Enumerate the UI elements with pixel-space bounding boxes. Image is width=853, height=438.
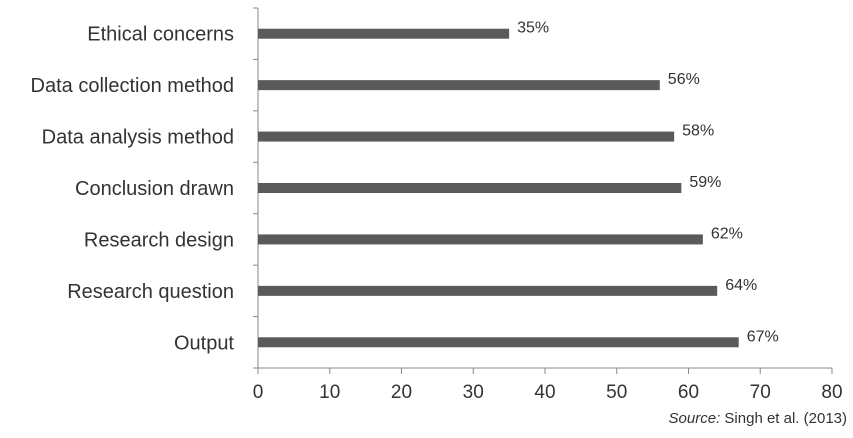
category-label: Ethical concerns (87, 24, 234, 46)
x-tick-label: 70 (750, 382, 771, 403)
x-tick-label: 80 (821, 382, 842, 403)
source-note: Source: Singh et al. (2013) (669, 410, 847, 427)
category-label: Research design (84, 229, 234, 251)
value-label: 67% (747, 328, 779, 345)
category-label: Data collection method (31, 75, 234, 97)
category-label: Data analysis method (42, 127, 234, 149)
x-tick-label: 10 (319, 382, 340, 403)
source-prefix: Source: (668, 410, 721, 427)
value-label: 62% (711, 225, 743, 242)
bar (258, 28, 510, 39)
bar (258, 183, 682, 193)
category-label: Output (174, 332, 234, 354)
bar (258, 131, 675, 142)
x-tick-label: 60 (678, 382, 699, 403)
bar (258, 80, 660, 91)
value-label: 58% (682, 123, 714, 140)
x-tick-label: 20 (391, 382, 412, 403)
bar (258, 234, 703, 245)
bars (258, 28, 739, 348)
category-label: Conclusion drawn (75, 178, 234, 200)
value-label: 56% (668, 71, 700, 88)
labels: 0 10 20 30 40 50 60 70 80 Ethical concerns 35% Data… (31, 20, 843, 403)
x-tick-label: 40 (534, 382, 555, 403)
x-tick-label: 30 (463, 382, 484, 403)
category-label: Research question (67, 281, 234, 303)
bar (258, 285, 718, 296)
bar (258, 337, 739, 348)
source-text: Singh et al. (2013) (724, 410, 847, 427)
value-label: 59% (689, 174, 721, 191)
x-tick-label: 50 (606, 382, 627, 403)
value-label: 64% (725, 277, 757, 294)
value-label: 35% (517, 20, 549, 37)
x-tick-label: 0 (253, 382, 264, 403)
bar-chart-svg: 0 10 20 30 40 50 60 70 80 Ethical concerns 35% Data… (31, 7, 843, 403)
